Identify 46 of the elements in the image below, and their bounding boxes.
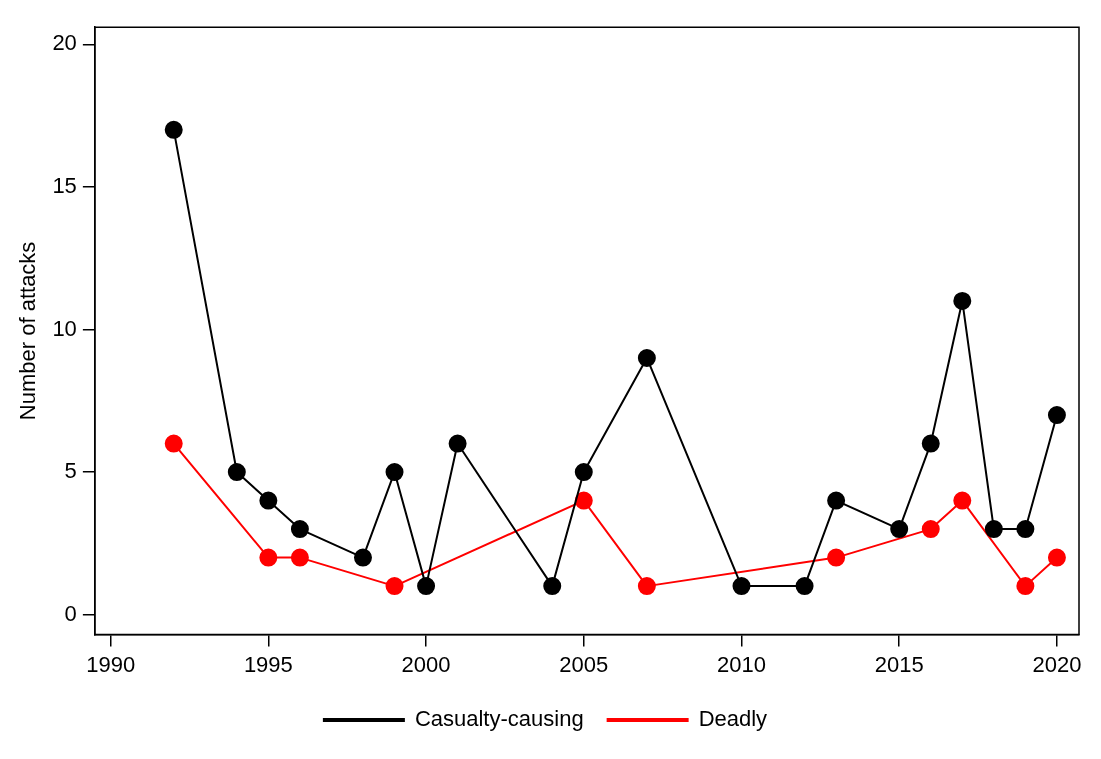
point [827,491,846,510]
y-tick-label: 10 [52,315,77,341]
point [795,577,814,596]
point [574,463,593,482]
x-tick-label: 1990 [86,651,136,677]
point [1047,548,1066,567]
point [921,434,940,453]
point [827,548,846,567]
y-tick-label: 0 [64,600,77,626]
y-tick-label: 20 [52,30,77,56]
legend-label: Casualty-causing [414,706,584,732]
point [637,577,656,596]
point [953,291,972,310]
point [637,348,656,367]
point [259,491,278,510]
x-tick-label: 2015 [874,651,924,677]
point [290,548,309,567]
x-tick-label: 1995 [243,651,293,677]
x-tick-label: 2005 [559,651,609,677]
x-tick-label: 2020 [1032,651,1082,677]
y-axis-title: Number of attacks [15,241,41,421]
point [385,463,404,482]
x-tick-label: 2010 [717,651,766,677]
point [1047,406,1066,425]
point [732,577,751,596]
point [1016,520,1035,539]
point [290,520,309,539]
point [164,120,183,139]
y-tick-label: 5 [64,458,77,484]
point [448,434,467,453]
point [259,548,278,567]
y-tick-label: 15 [52,172,77,198]
point [890,520,909,539]
x-tick-label: 2000 [401,651,451,677]
point [353,548,372,567]
point [921,520,940,539]
point [1016,577,1035,596]
point [953,491,972,510]
point [164,434,183,453]
point [574,491,593,510]
point [385,577,404,596]
point [417,577,436,596]
point [984,520,1003,539]
legend-label: Deadly [698,706,768,732]
point [543,577,562,596]
point [227,463,246,482]
